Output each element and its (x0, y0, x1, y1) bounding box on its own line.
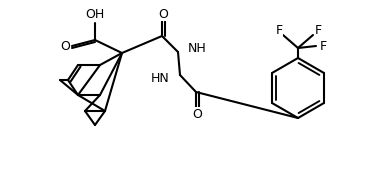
Text: O: O (158, 8, 168, 20)
Text: F: F (275, 23, 282, 36)
Text: HN: HN (151, 72, 170, 85)
Text: O: O (192, 107, 202, 120)
Text: O: O (60, 40, 70, 53)
Text: F: F (314, 23, 322, 36)
Text: F: F (319, 40, 327, 53)
Text: OH: OH (85, 8, 105, 21)
Text: NH: NH (188, 42, 207, 55)
